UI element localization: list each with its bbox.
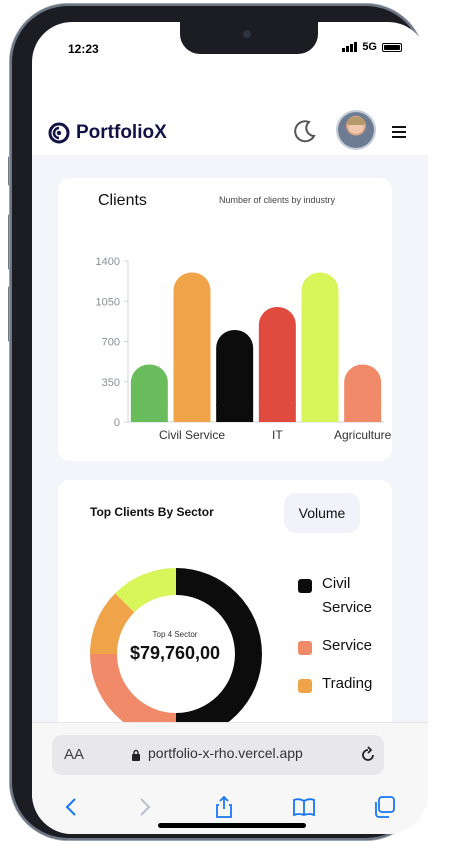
app-header: PortfolioX bbox=[32, 94, 428, 154]
sector-card: Top Clients By Sector Volume Top 4 Secto… bbox=[58, 480, 392, 740]
reload-icon[interactable] bbox=[359, 746, 377, 764]
x-tick-label: IT bbox=[272, 428, 283, 442]
donut-center-value: $79,760,00 bbox=[129, 643, 221, 663]
menu-icon[interactable] bbox=[392, 126, 406, 138]
legend-label: Trading bbox=[322, 675, 373, 692]
donut-center-label: Top 4 Sector bbox=[152, 630, 198, 639]
donut-slice[interactable] bbox=[176, 568, 262, 740]
bar[interactable] bbox=[173, 272, 211, 423]
x-tick-label: Agriculture bbox=[334, 428, 392, 442]
bar-base bbox=[130, 404, 168, 422]
forward-icon[interactable] bbox=[132, 795, 156, 819]
y-tick-label: 0 bbox=[114, 417, 120, 429]
bar[interactable] bbox=[258, 307, 296, 422]
y-tick-label: 700 bbox=[102, 337, 120, 349]
camera bbox=[243, 30, 251, 38]
home-indicator bbox=[158, 823, 306, 828]
tabs-icon[interactable] bbox=[372, 795, 396, 819]
lock-icon bbox=[132, 749, 140, 761]
donut-slice[interactable] bbox=[115, 568, 176, 613]
legend-swatch-trading bbox=[298, 679, 312, 693]
notch bbox=[180, 22, 318, 54]
signal-icon bbox=[342, 42, 358, 52]
share-icon[interactable] bbox=[212, 795, 236, 819]
bookmarks-icon[interactable] bbox=[292, 795, 316, 819]
legend-item: Civil Service bbox=[298, 572, 392, 620]
network-type: 5G bbox=[362, 41, 377, 53]
legend-label: Service bbox=[322, 637, 373, 654]
sector-donut-chart bbox=[90, 568, 262, 740]
clients-bar-chart: 0 350 700 1050 1400 Civil Service IT Agricultur… bbox=[96, 256, 392, 442]
bar[interactable] bbox=[301, 272, 339, 423]
browser-nav-row bbox=[32, 795, 428, 819]
url-text[interactable]: portfolio-x-rho.vercel.app bbox=[148, 745, 303, 761]
y-tick-label: 350 bbox=[102, 377, 120, 389]
phone-frame: 12:23 5G PortfolioX Clients Nu bbox=[10, 4, 428, 840]
legend-item: Service bbox=[298, 634, 392, 658]
avatar[interactable] bbox=[338, 112, 374, 148]
phone-screen: 12:23 5G PortfolioX Clients Nu bbox=[32, 22, 428, 834]
moon-icon[interactable] bbox=[292, 118, 318, 144]
clients-subtitle: Number of clients by industry bbox=[219, 195, 336, 205]
x-tick-label: Civil Service bbox=[159, 428, 225, 442]
volume-button[interactable]: Volume bbox=[284, 493, 360, 533]
battery-icon bbox=[382, 42, 402, 52]
bar-base bbox=[216, 404, 254, 422]
legend-item: Trading bbox=[298, 672, 392, 696]
sector-legend: Civil Service Service Trading bbox=[298, 572, 392, 710]
legend-label: Civil Service bbox=[322, 575, 373, 616]
bar[interactable] bbox=[216, 330, 254, 422]
bar-base bbox=[258, 404, 296, 422]
address-bar[interactable]: AA portfolio-x-rho.vercel.app bbox=[52, 735, 384, 775]
y-tick-label: 1400 bbox=[96, 256, 120, 268]
brand-logo-icon bbox=[48, 122, 70, 144]
donut-slice[interactable] bbox=[90, 593, 135, 654]
browser-toolbar: AA portfolio-x-rho.vercel.app bbox=[32, 722, 428, 834]
clients-card: Clients Number of clients by industry 0 3… bbox=[58, 178, 392, 461]
clients-title: Clients bbox=[98, 192, 147, 209]
legend-swatch-service bbox=[298, 641, 312, 655]
sector-title: Top Clients By Sector bbox=[90, 505, 214, 519]
brand-name[interactable]: PortfolioX bbox=[76, 122, 167, 143]
legend-swatch-civil-service bbox=[298, 579, 312, 593]
status-time: 12:23 bbox=[68, 42, 99, 56]
bar-base bbox=[344, 404, 382, 422]
dashboard-content: Clients Number of clients by industry 0 3… bbox=[32, 155, 428, 740]
status-indicators: 5G bbox=[342, 41, 402, 53]
y-tick-label: 1050 bbox=[96, 296, 120, 308]
bar-base bbox=[173, 404, 211, 422]
bar-base bbox=[301, 404, 339, 422]
back-icon[interactable] bbox=[60, 795, 84, 819]
donut-slice[interactable] bbox=[90, 654, 176, 740]
reader-aa-button[interactable]: AA bbox=[64, 746, 85, 763]
